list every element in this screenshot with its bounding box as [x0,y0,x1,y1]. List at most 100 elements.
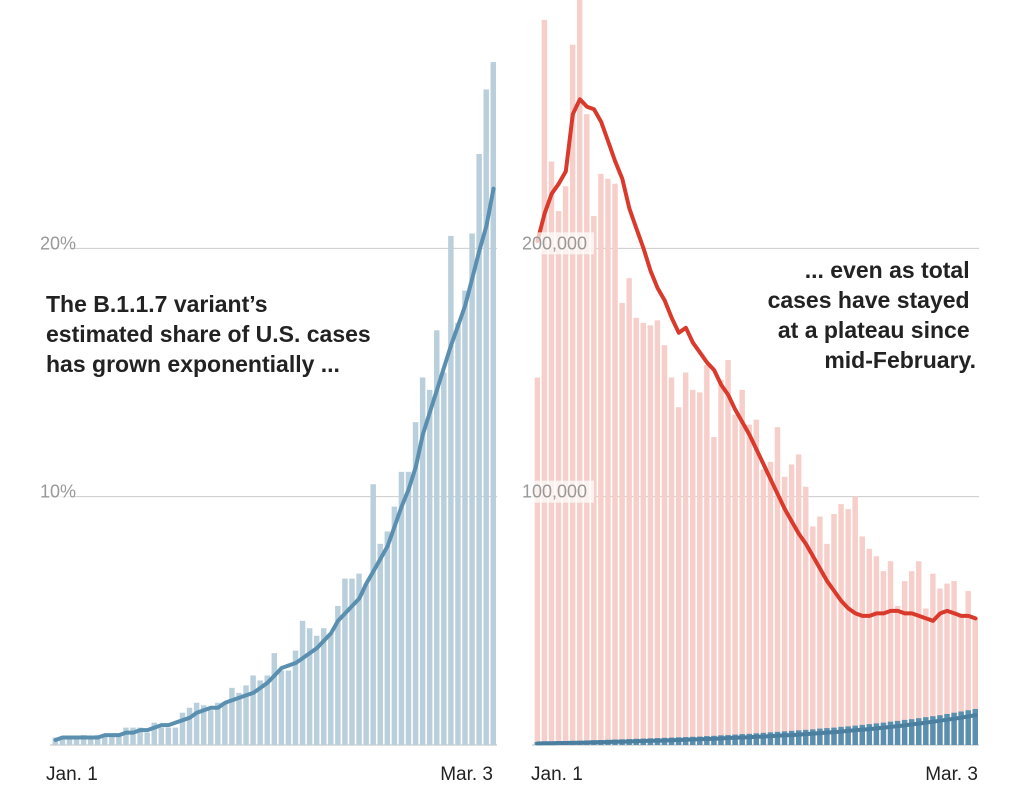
left-x-end-label: Mar. 3 [440,764,493,785]
variant-share-bar [426,389,433,745]
total-cases-bar [838,504,844,745]
total-cases-bar [675,407,682,745]
right-total-cases-line [535,97,978,623]
tick-label-backdrop [38,232,72,255]
variant-share-bar [264,675,270,745]
variant-share-bar [469,233,475,745]
variant-share-bar [165,727,172,745]
total-cases-bar [774,427,781,745]
variant-share-bar [328,633,334,745]
variant-share-bar [151,722,157,745]
total-cases-bar [725,360,731,745]
variant-share-bar [483,89,489,745]
variant-share-bar [271,653,278,745]
variant-share-bar [193,702,200,745]
left-x-start-label: Jan. 1 [46,764,98,785]
total-cases-bar [619,302,625,745]
variant-share-bar [80,735,87,745]
variant-share-bar [186,707,193,745]
variant-cases-bar [908,719,915,745]
total-cases-bar [810,526,816,745]
total-cases-bar [937,588,943,745]
total-cases-bar [944,583,950,745]
variant-share-bar [370,484,376,745]
variant-cases-bar [810,729,816,745]
variant-share-bar [243,685,249,745]
right-annotation-line-3: at a plateau since [778,317,970,343]
variant-share-bar [250,675,256,745]
variant-cases-bar [880,722,887,745]
left-variant-share-bars [52,62,496,746]
variant-share-bar [391,506,398,745]
left-panel-variant-share: Jan. 1 Mar. 3 The B.1.1.7 variant’s esti… [38,62,497,785]
total-cases-bar [901,581,908,745]
variant-cases-bar [965,710,971,745]
total-cases-bar [951,581,957,745]
variant-share-bar [236,692,242,745]
variant-share-bar [59,737,66,745]
total-cases-bar [689,389,696,745]
variant-cases-bar [923,717,929,745]
left-annotation-line-3: has grown exponentially ... [46,351,340,377]
variant-cases-bar [753,733,760,745]
total-cases-bar [795,454,802,745]
variant-share-bar [94,735,101,745]
variant-share-bar [342,578,348,745]
total-cases-bar [852,496,858,745]
total-cases-bar [788,464,795,745]
variant-share-bar [448,235,454,745]
variant-share-bar [257,680,263,745]
tick-label-backdrop [38,480,72,503]
variant-share-bar [476,153,482,745]
variant-share-bar [405,471,412,745]
total-cases-bar [803,486,809,745]
variant-cases-bar [760,732,767,745]
variant-share-bar [222,702,228,745]
total-cases-bar [859,536,865,745]
variant-cases-bar [873,723,880,745]
variant-cases-bar [852,725,858,745]
left-annotation-line-2: estimated share of U.S. cases [46,321,371,347]
total-cases-bar [923,608,929,745]
total-cases-bar [845,509,851,745]
variant-share-bar [292,650,299,745]
total-cases-bar [781,476,788,745]
variant-cases-trend-line [535,713,978,746]
variant-share-bar [278,670,285,745]
right-total-cases-bars [534,0,978,746]
variant-cases-bar [725,735,731,745]
variant-share-bar [109,735,115,745]
variant-cases-bar [795,730,802,745]
variant-share-bar [179,712,186,745]
total-cases-bar [817,516,823,745]
total-cases-bar [612,183,618,745]
variant-share-bar [137,727,143,745]
total-cases-bar [548,161,555,745]
total-cases-bar [972,618,978,745]
total-cases-bar [647,325,654,745]
variant-cases-bar [781,731,788,745]
variant-cases-bar [838,726,844,745]
right-y-tick-labels: 100,000 200,000 [520,232,594,503]
total-cases-bar [555,211,562,746]
variant-cases-bar [803,729,809,745]
total-cases-bar [739,389,745,745]
variant-share-bar [207,710,214,745]
total-cases-bar [908,571,915,745]
variant-cases-bar [824,728,830,745]
variant-share-bar [335,605,341,745]
total-cases-bar [534,377,541,745]
total-cases-bar [930,573,936,745]
variant-share-trend-line [53,186,496,742]
tick-label-backdrop [520,232,594,255]
variant-share-bar [116,735,122,745]
total-cases-bar [598,173,604,746]
variant-share-bar [356,573,362,745]
total-cases-bar [576,0,583,745]
variant-share-bar [412,422,419,745]
variant-share-bar [66,737,73,745]
total-cases-bar [866,548,873,745]
total-cases-bar [824,543,830,745]
variant-cases-bar [845,726,851,745]
total-cases-bar [668,377,675,745]
